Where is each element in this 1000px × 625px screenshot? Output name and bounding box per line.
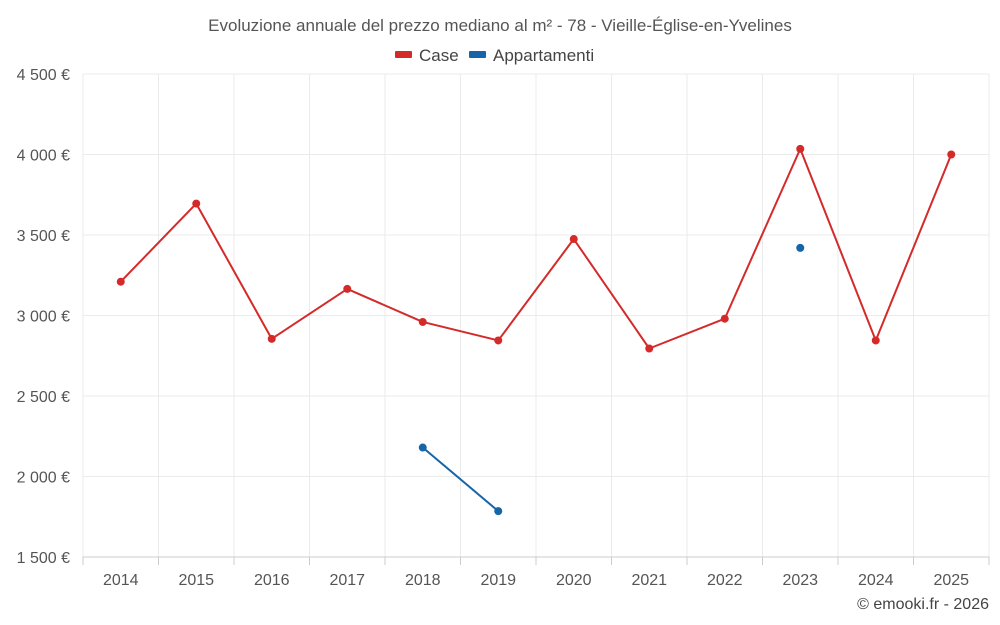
y-tick-label: 2 000 € — [17, 470, 70, 487]
credit-text: © emooki.fr - 2026 — [857, 596, 989, 613]
legend-item-appartamenti[interactable]: Appartamenti — [469, 46, 594, 65]
x-tick-label: 2020 — [556, 572, 592, 589]
data-point-case[interactable] — [645, 344, 654, 353]
y-tick-label: 1 500 € — [17, 550, 70, 567]
data-point-case[interactable] — [192, 199, 201, 208]
x-tick-label: 2023 — [782, 572, 818, 589]
y-tick-label: 4 500 € — [17, 67, 70, 84]
legend-swatch-case — [395, 51, 412, 58]
series-line-case — [120, 147, 953, 350]
data-point-case[interactable] — [418, 317, 427, 326]
legend-label-appartamenti: Appartamenti — [493, 46, 594, 65]
legend-swatch-appartamenti — [469, 51, 486, 58]
x-tick-label: 2019 — [480, 572, 516, 589]
data-point-case[interactable] — [720, 314, 729, 323]
x-gridlines — [82, 74, 990, 557]
x-tick-label: 2014 — [103, 572, 139, 589]
data-point-case[interactable] — [569, 235, 578, 244]
x-tick-label: 2018 — [405, 572, 441, 589]
y-axis-ticks: 1 500 € 2 000 € 2 500 € 3 000 € 3 500 € 4 000… — [17, 67, 70, 567]
chart-title: Evoluzione annuale del prezzo mediano al… — [208, 16, 792, 35]
y-tick-label: 3 500 € — [17, 228, 70, 245]
x-tick-label: 2024 — [858, 572, 894, 589]
legend-label-case: Case — [419, 46, 459, 65]
x-tick-label: 2025 — [933, 572, 969, 589]
series-case — [116, 144, 956, 353]
data-point-appartamenti[interactable] — [418, 443, 427, 452]
y-tick-label: 2 500 € — [17, 389, 70, 406]
data-point-case[interactable] — [494, 336, 503, 345]
data-point-appartamenti[interactable] — [494, 507, 503, 516]
x-tick-label: 2017 — [329, 572, 365, 589]
data-point-appartamenti[interactable] — [796, 243, 805, 252]
legend-item-case[interactable]: Case — [395, 46, 459, 65]
x-tick-label: 2016 — [254, 572, 290, 589]
series-line-appartamenti — [422, 446, 499, 512]
y-tick-label: 4 000 € — [17, 148, 70, 165]
x-axis-ticks: 2014 2015 2016 2017 2018 2019 2020 2021 2022 2023… — [82, 557, 990, 589]
x-tick-label: 2015 — [178, 572, 214, 589]
series-appartamenti — [418, 243, 805, 516]
x-tick-label: 2022 — [707, 572, 743, 589]
y-tick-label: 3 000 € — [17, 309, 70, 326]
legend: Case Appartamenti — [395, 46, 594, 65]
data-point-case[interactable] — [871, 336, 880, 345]
data-point-case[interactable] — [796, 144, 805, 153]
series-layer — [116, 144, 956, 516]
data-point-case[interactable] — [267, 334, 276, 343]
x-tick-label: 2021 — [631, 572, 667, 589]
data-point-case[interactable] — [116, 277, 125, 286]
data-point-case[interactable] — [947, 150, 956, 159]
data-point-case[interactable] — [343, 284, 352, 293]
